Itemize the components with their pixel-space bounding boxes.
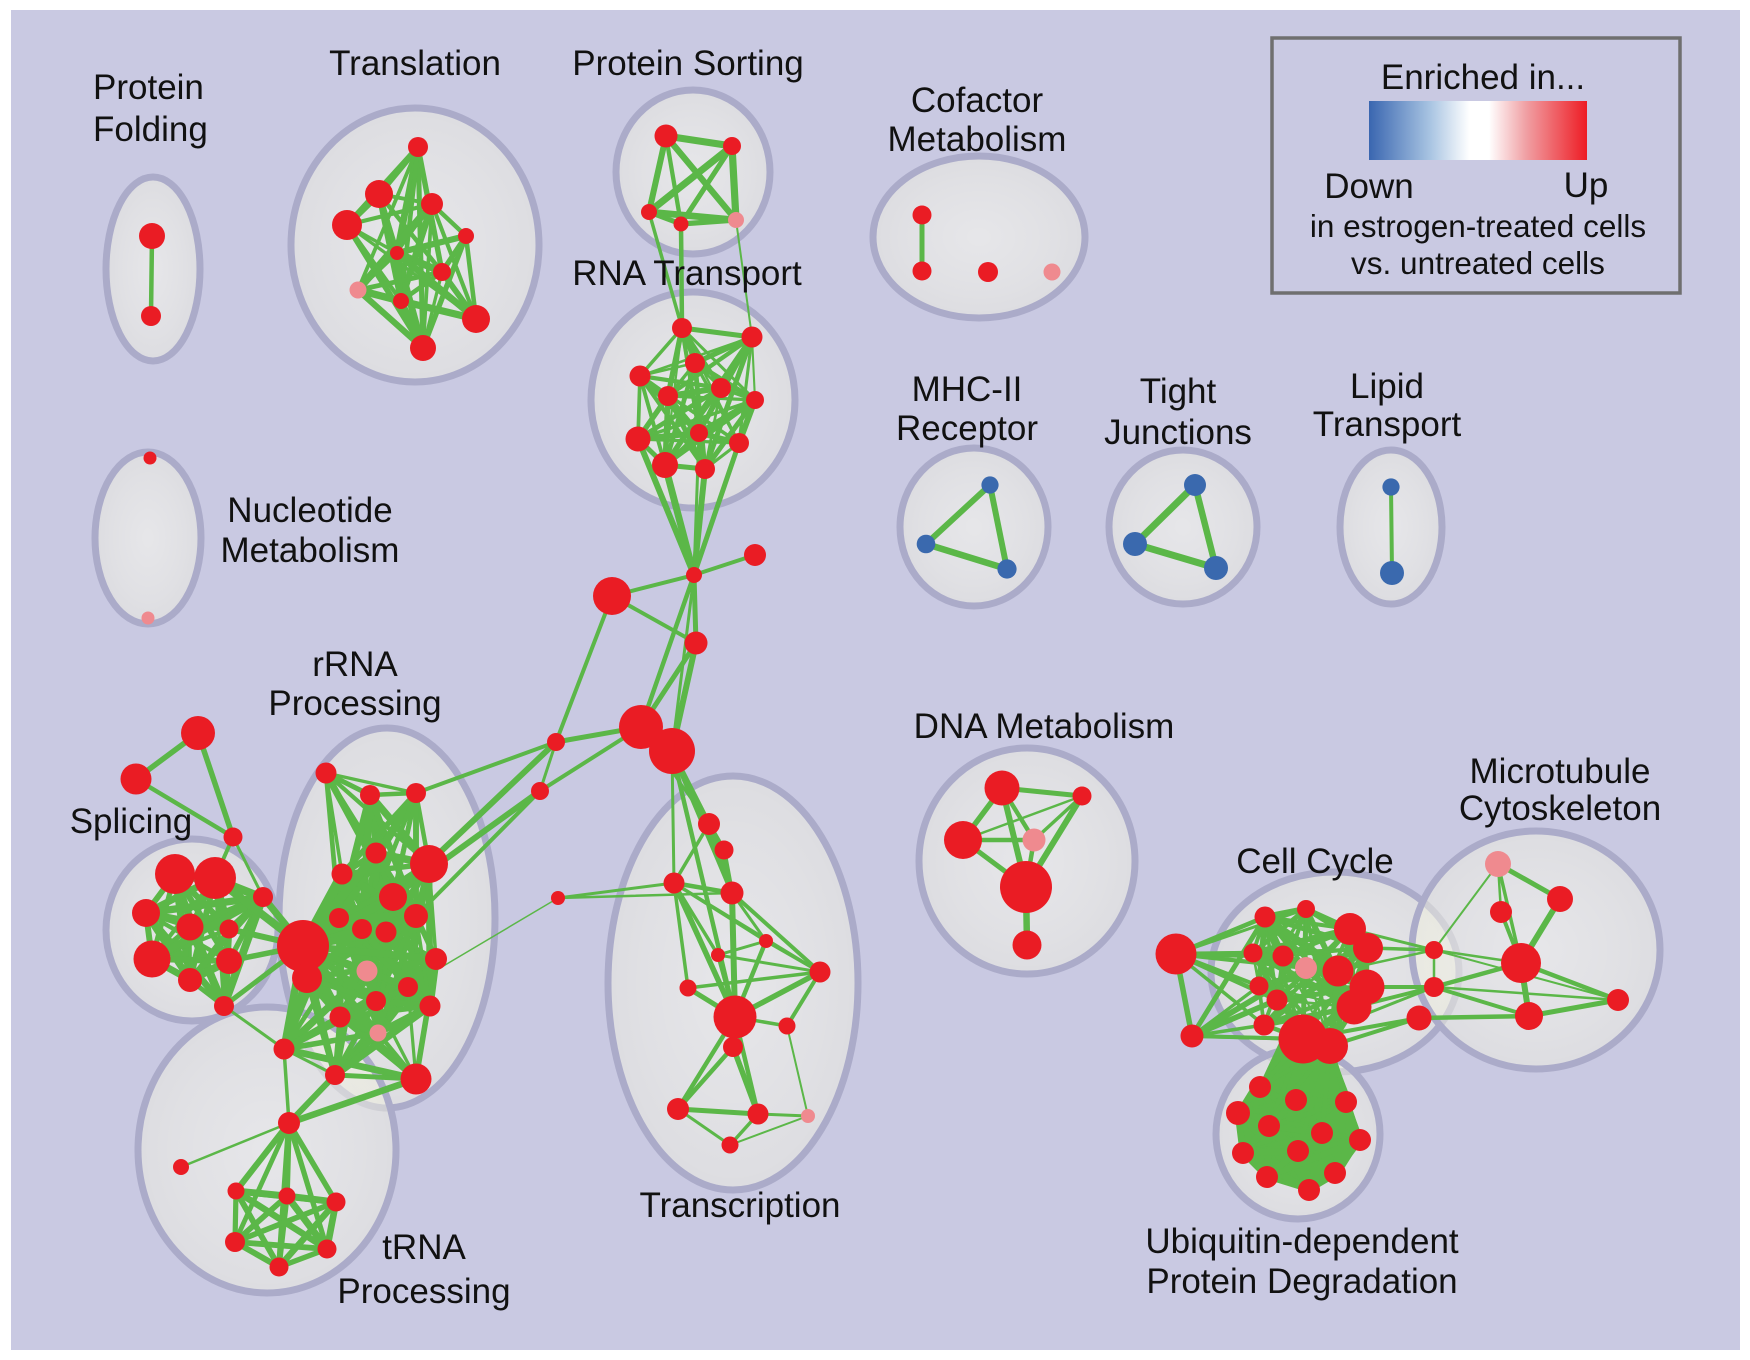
svg-text:Nucleotide: Nucleotide xyxy=(227,491,392,530)
svg-text:in estrogen-treated cells: in estrogen-treated cells xyxy=(1310,208,1646,244)
svg-text:Protein: Protein xyxy=(93,68,204,107)
svg-text:Splicing: Splicing xyxy=(70,802,193,841)
svg-text:Down: Down xyxy=(1324,167,1413,206)
svg-text:Up: Up xyxy=(1564,166,1609,205)
svg-text:Lipid: Lipid xyxy=(1350,367,1424,406)
svg-text:Junctions: Junctions xyxy=(1104,413,1252,452)
svg-text:Tight: Tight xyxy=(1140,372,1217,411)
svg-text:Metabolism: Metabolism xyxy=(221,531,400,570)
svg-text:Receptor: Receptor xyxy=(896,409,1038,448)
svg-text:Transport: Transport xyxy=(1313,405,1462,444)
svg-text:Cell Cycle: Cell Cycle xyxy=(1236,842,1394,881)
svg-text:Cofactor: Cofactor xyxy=(911,81,1044,120)
svg-text:Protein Degradation: Protein Degradation xyxy=(1146,1262,1457,1301)
svg-text:RNA Transport: RNA Transport xyxy=(572,254,802,293)
svg-text:Cytoskeleton: Cytoskeleton xyxy=(1459,789,1661,828)
svg-text:Translation: Translation xyxy=(329,44,501,83)
svg-text:Metabolism: Metabolism xyxy=(888,120,1067,159)
svg-text:tRNA: tRNA xyxy=(382,1228,466,1267)
svg-text:vs. untreated cells: vs. untreated cells xyxy=(1351,245,1605,281)
svg-text:Protein Sorting: Protein Sorting xyxy=(572,44,804,83)
svg-text:Folding: Folding xyxy=(93,110,208,149)
svg-text:Processing: Processing xyxy=(268,684,441,723)
svg-text:Ubiquitin-dependent: Ubiquitin-dependent xyxy=(1145,1222,1459,1261)
svg-text:Transcription: Transcription xyxy=(640,1186,841,1225)
svg-text:Microtubule: Microtubule xyxy=(1470,752,1651,791)
svg-text:Enriched in...: Enriched in... xyxy=(1381,58,1585,97)
svg-text:Processing: Processing xyxy=(337,1272,510,1311)
svg-text:DNA Metabolism: DNA Metabolism xyxy=(914,707,1175,746)
svg-text:MHC-II: MHC-II xyxy=(912,370,1023,409)
svg-text:rRNA: rRNA xyxy=(312,645,398,684)
